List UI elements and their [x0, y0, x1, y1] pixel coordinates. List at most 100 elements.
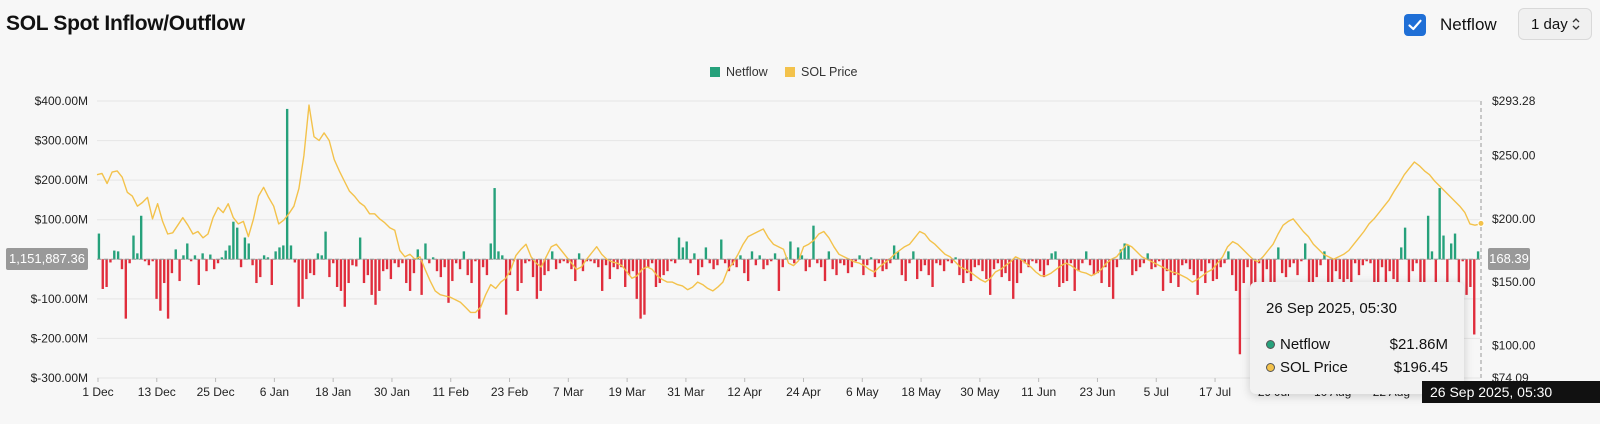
netflow-bar	[370, 259, 373, 295]
netflow-bar	[989, 259, 992, 295]
netflow-bar	[174, 249, 177, 260]
netflow-bar	[781, 259, 784, 268]
netflow-bar	[1138, 259, 1142, 268]
netflow-bar	[558, 259, 562, 264]
netflow-bar	[493, 188, 496, 260]
netflow-bar	[458, 259, 462, 270]
netflow-bar	[823, 259, 827, 282]
netflow-bar	[1254, 259, 1257, 284]
x-tick-label: 19 Mar	[608, 385, 645, 399]
netflow-bar	[681, 247, 685, 260]
netflow-bar	[846, 259, 850, 274]
netflow-bar	[166, 259, 170, 319]
netflow-bar	[946, 259, 950, 262]
netflow-bar	[992, 259, 996, 270]
netflow-bar	[1165, 259, 1169, 272]
netflow-bar	[712, 259, 715, 270]
netflow-bar	[965, 259, 969, 274]
netflow-bar	[339, 259, 343, 291]
netflow-bar	[209, 254, 212, 260]
netflow-bar	[105, 259, 108, 287]
netflow-bar	[850, 259, 854, 268]
netflow-bar	[412, 259, 416, 274]
netflow-bar	[224, 250, 227, 260]
netflow-bar	[739, 255, 742, 260]
netflow-bar	[531, 259, 535, 278]
netflow-bar	[124, 259, 127, 319]
netflow-bar	[416, 249, 419, 260]
netflow-bar	[693, 253, 696, 260]
netflow-bar	[278, 247, 281, 260]
netflow-bar	[1400, 247, 1403, 260]
legend-label: SOL Price	[801, 65, 858, 79]
netflow-bar	[1319, 259, 1322, 266]
netflow-bar	[566, 259, 569, 264]
legend-label: Netflow	[726, 65, 769, 79]
netflow-bar	[639, 259, 642, 319]
netflow-bar	[835, 259, 838, 276]
netflow-bar	[1392, 259, 1395, 280]
netflow-bar	[382, 259, 385, 272]
netflow-bar	[1415, 259, 1418, 264]
netflow-bar	[950, 259, 953, 264]
netflow-bar	[466, 259, 469, 276]
netflow-bar	[896, 251, 900, 260]
netflow-bar	[497, 251, 500, 260]
netflow-bar	[1338, 259, 1341, 280]
netflow-bar	[374, 259, 377, 305]
netflow-bar	[328, 259, 331, 278]
netflow-bar	[455, 259, 458, 264]
netflow-bar	[305, 259, 308, 280]
netflow-bar	[243, 237, 247, 260]
netflow-bar	[750, 251, 754, 260]
netflow-bar	[1184, 259, 1188, 264]
netflow-bar	[923, 259, 927, 266]
tooltip-row-price: SOL Price $196.45	[1266, 356, 1448, 379]
netflow-bar	[804, 259, 807, 272]
netflow-bar	[1473, 259, 1476, 335]
netflow-bar	[316, 253, 320, 260]
netflow-bar	[343, 259, 346, 307]
netflow-bar	[251, 259, 254, 266]
netflow-checkbox[interactable]	[1404, 14, 1426, 36]
interval-select[interactable]: 1 day	[1518, 8, 1592, 40]
netflow-bar	[282, 245, 285, 260]
netflow-bar	[535, 259, 539, 299]
netflow-bar	[746, 259, 750, 282]
y-left-tick-label: $100.00M	[35, 213, 88, 227]
netflow-bar	[236, 227, 239, 260]
netflow-bar	[800, 255, 804, 260]
netflow-bar	[716, 259, 719, 266]
y-left-tick-label: $-200.00M	[31, 331, 88, 345]
netflow-bar	[819, 259, 823, 268]
netflow-bar	[424, 243, 427, 260]
netflow-bar	[1269, 259, 1272, 295]
netflow-bar	[708, 259, 711, 264]
netflow-bar	[270, 259, 273, 286]
netflow-bar	[1081, 259, 1084, 264]
x-tick-label: 30 May	[960, 385, 999, 399]
netflow-bar	[635, 259, 638, 299]
x-tick-label: 18 Jan	[315, 385, 351, 399]
netflow-bar	[1023, 259, 1026, 264]
netflow-bar	[220, 257, 224, 260]
netflow-bar	[470, 259, 473, 284]
netflow-bar	[789, 241, 792, 260]
netflow-bar	[927, 259, 930, 276]
netflow-bar	[1065, 259, 1069, 282]
netflow-bar	[1396, 259, 1399, 299]
netflow-bar	[1465, 259, 1468, 295]
netflow-bar	[1330, 259, 1334, 295]
netflow-bar	[1019, 259, 1023, 274]
netflow-toggle[interactable]: Netflow	[1404, 12, 1497, 38]
legend-swatch-netflow	[710, 67, 720, 77]
netflow-bar	[1450, 243, 1453, 260]
netflow-bar	[182, 255, 185, 260]
netflow-bar	[624, 259, 627, 287]
netflow-bar	[1265, 259, 1268, 270]
netflow-bar	[554, 259, 558, 270]
netflow-bar	[1426, 215, 1430, 260]
netflow-bar	[393, 259, 396, 264]
netflow-bar	[216, 259, 220, 264]
netflow-bar	[793, 259, 796, 264]
